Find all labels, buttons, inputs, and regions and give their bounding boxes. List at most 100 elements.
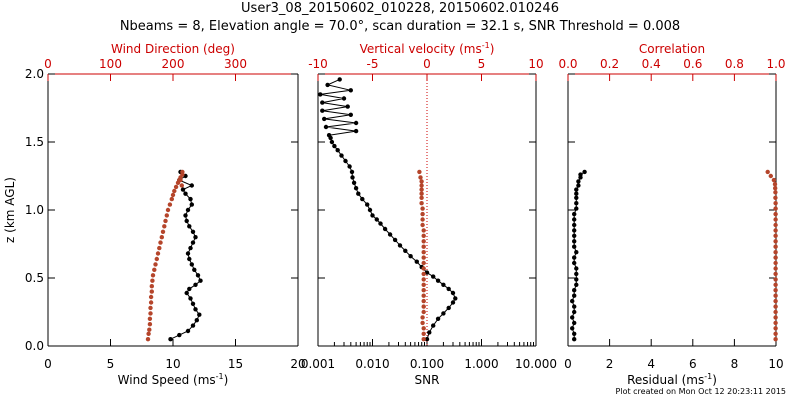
top-tick-label: 0.0 [558,57,577,71]
panel-3-secondary-data-point [773,255,778,260]
panel-3-secondary-data-point [773,282,778,287]
panel-1-secondary-data-point [154,256,159,262]
panel-2-primary-data-point [326,133,332,138]
top-tick-label: -5 [367,57,379,71]
panel-2-primary-data-point [374,217,379,222]
panel-3-secondary-data-point [773,217,778,222]
panel-3-primary-data-point [582,169,587,175]
panel-3-secondary-data-point [773,260,778,266]
panel-2-secondary-data-point [421,271,426,277]
panel-3-primary-data-point [572,228,577,233]
panel-3-primary-data-point [574,250,579,255]
panel-1-secondary-data-point [160,229,166,234]
panel-2-primary-data-point [387,232,393,237]
panel-1-secondary-data-point [170,192,176,198]
panel-2-secondary-data-point [420,222,425,228]
panel-2-primary-data-point [339,153,344,158]
panel-3-primary-data-point [574,201,579,206]
panel-1-secondary-data-point [153,262,158,267]
panel-2-primary-data-point [435,278,441,283]
x-tick-label: 1.000 [464,357,498,371]
panel-1-primary-data-point [187,286,192,292]
panel-1-secondary-data-point [146,331,151,336]
panel-1-primary-data-point [180,187,186,192]
panel-1-primary-data-point [197,312,202,317]
panel-2-primary-data-point [322,116,327,122]
panel-2-secondary-data-point [421,304,426,309]
panel-3-secondary-data-point [773,228,778,233]
panel-2-primary-data-point [408,254,413,259]
panel-2-secondary-data-point [420,211,425,217]
panel-1-primary-data-point [198,278,203,283]
panel-1-primary-data-point [188,245,193,251]
x-tick-label: 0 [44,357,52,371]
panel-2-primary-data-point [367,207,373,213]
panel-2-primary-data-point [353,186,359,191]
panel-2-primary-data-point [323,124,329,130]
panel-2-primary-data-point [446,286,451,292]
panel-2-secondary-data-point [421,266,426,271]
panel-2-secondary-data-point [420,320,425,326]
panel-3-primary-data-point [574,187,579,192]
panel-3-secondary-data-point [773,186,778,191]
panel-2-secondary-data-point [421,244,426,249]
panel-1-secondary-data-point [155,251,161,256]
panel-3-primary-data-point [572,309,577,315]
panel-3-secondary-data-point [771,177,777,183]
panel-1-secondary-data-point [164,213,169,218]
panel-1-primary-data-point [168,337,173,342]
panel-1-secondary-data-point [165,207,171,213]
panel-2-secondary-data-point [419,183,424,188]
panel-2-primary-data-point [427,330,432,335]
panel-1-secondary-data-point [162,224,167,229]
panel-1-primary-data-point [184,290,189,296]
panel-2-primary-data-point [329,139,335,145]
panel-3-secondary-data-point [773,288,778,293]
panel-3-secondary-data-point [773,293,778,298]
panel-3-secondary-data-point [773,315,778,320]
panel-3-primary-data-point [576,183,581,188]
panel-2-secondary-data-point [421,250,426,255]
panel-2-primary-data-point [435,316,441,321]
panel-3-secondary-data-point [773,320,778,326]
panel-2-secondary-data-point [419,191,424,196]
panel-2-primary-data-point [424,270,430,275]
top-tick-label: 10 [528,57,543,71]
panel-3-primary-data-point [570,315,575,320]
x-tick-label: 5 [107,357,115,371]
panel-1-secondary-data-point [145,337,151,342]
panel-3-primary-data-point [572,233,577,238]
panel-2-primary-data-point [325,82,330,88]
panel-2-primary-series-line [320,78,456,340]
x-tick-label: 0.100 [410,357,444,371]
x-tick-label: 10.000 [515,357,557,371]
panel-1-primary-data-point [190,323,196,328]
panel-3-primary-data-point [576,179,581,184]
panel-2-secondary-data-point [421,331,426,336]
panel-2-primary-data-point [360,196,365,202]
panel-2-secondary-data-point [421,282,426,287]
panel-1-secondary-data-point [148,305,153,311]
top-tick-label: 0.8 [725,57,744,71]
panel-3-secondary-data-point [773,211,778,217]
panel-3-secondary-data-point [773,266,778,271]
panel-3-secondary-data-point [773,244,778,249]
panel-2-secondary-data-point [419,195,424,200]
panel-1-secondary-data-point [157,245,162,251]
panel-3-secondary-data-point [773,337,778,342]
panel-2-primary-data-point [356,191,361,196]
top-tick-label: -10 [308,57,328,71]
panel-1-primary-data-point [185,251,191,256]
panel-1-secondary-data-point [147,316,153,321]
panel-3-secondary-data-point [773,326,778,331]
panel-2-primary-data-point [348,112,353,118]
panel-2-primary-data-point [350,175,355,180]
panel-2-primary-data-point [345,104,350,109]
panel-1-primary-data-point [188,196,193,202]
panel-2-primary-data-point [348,88,353,93]
panel-1-primary-data-point [188,296,193,301]
panel-3-primary-data-point [572,211,577,217]
panel-2-secondary-data-point [421,233,426,238]
panel-1-primary-series-line [170,171,202,340]
panel-3-secondary-data-point [773,206,778,211]
